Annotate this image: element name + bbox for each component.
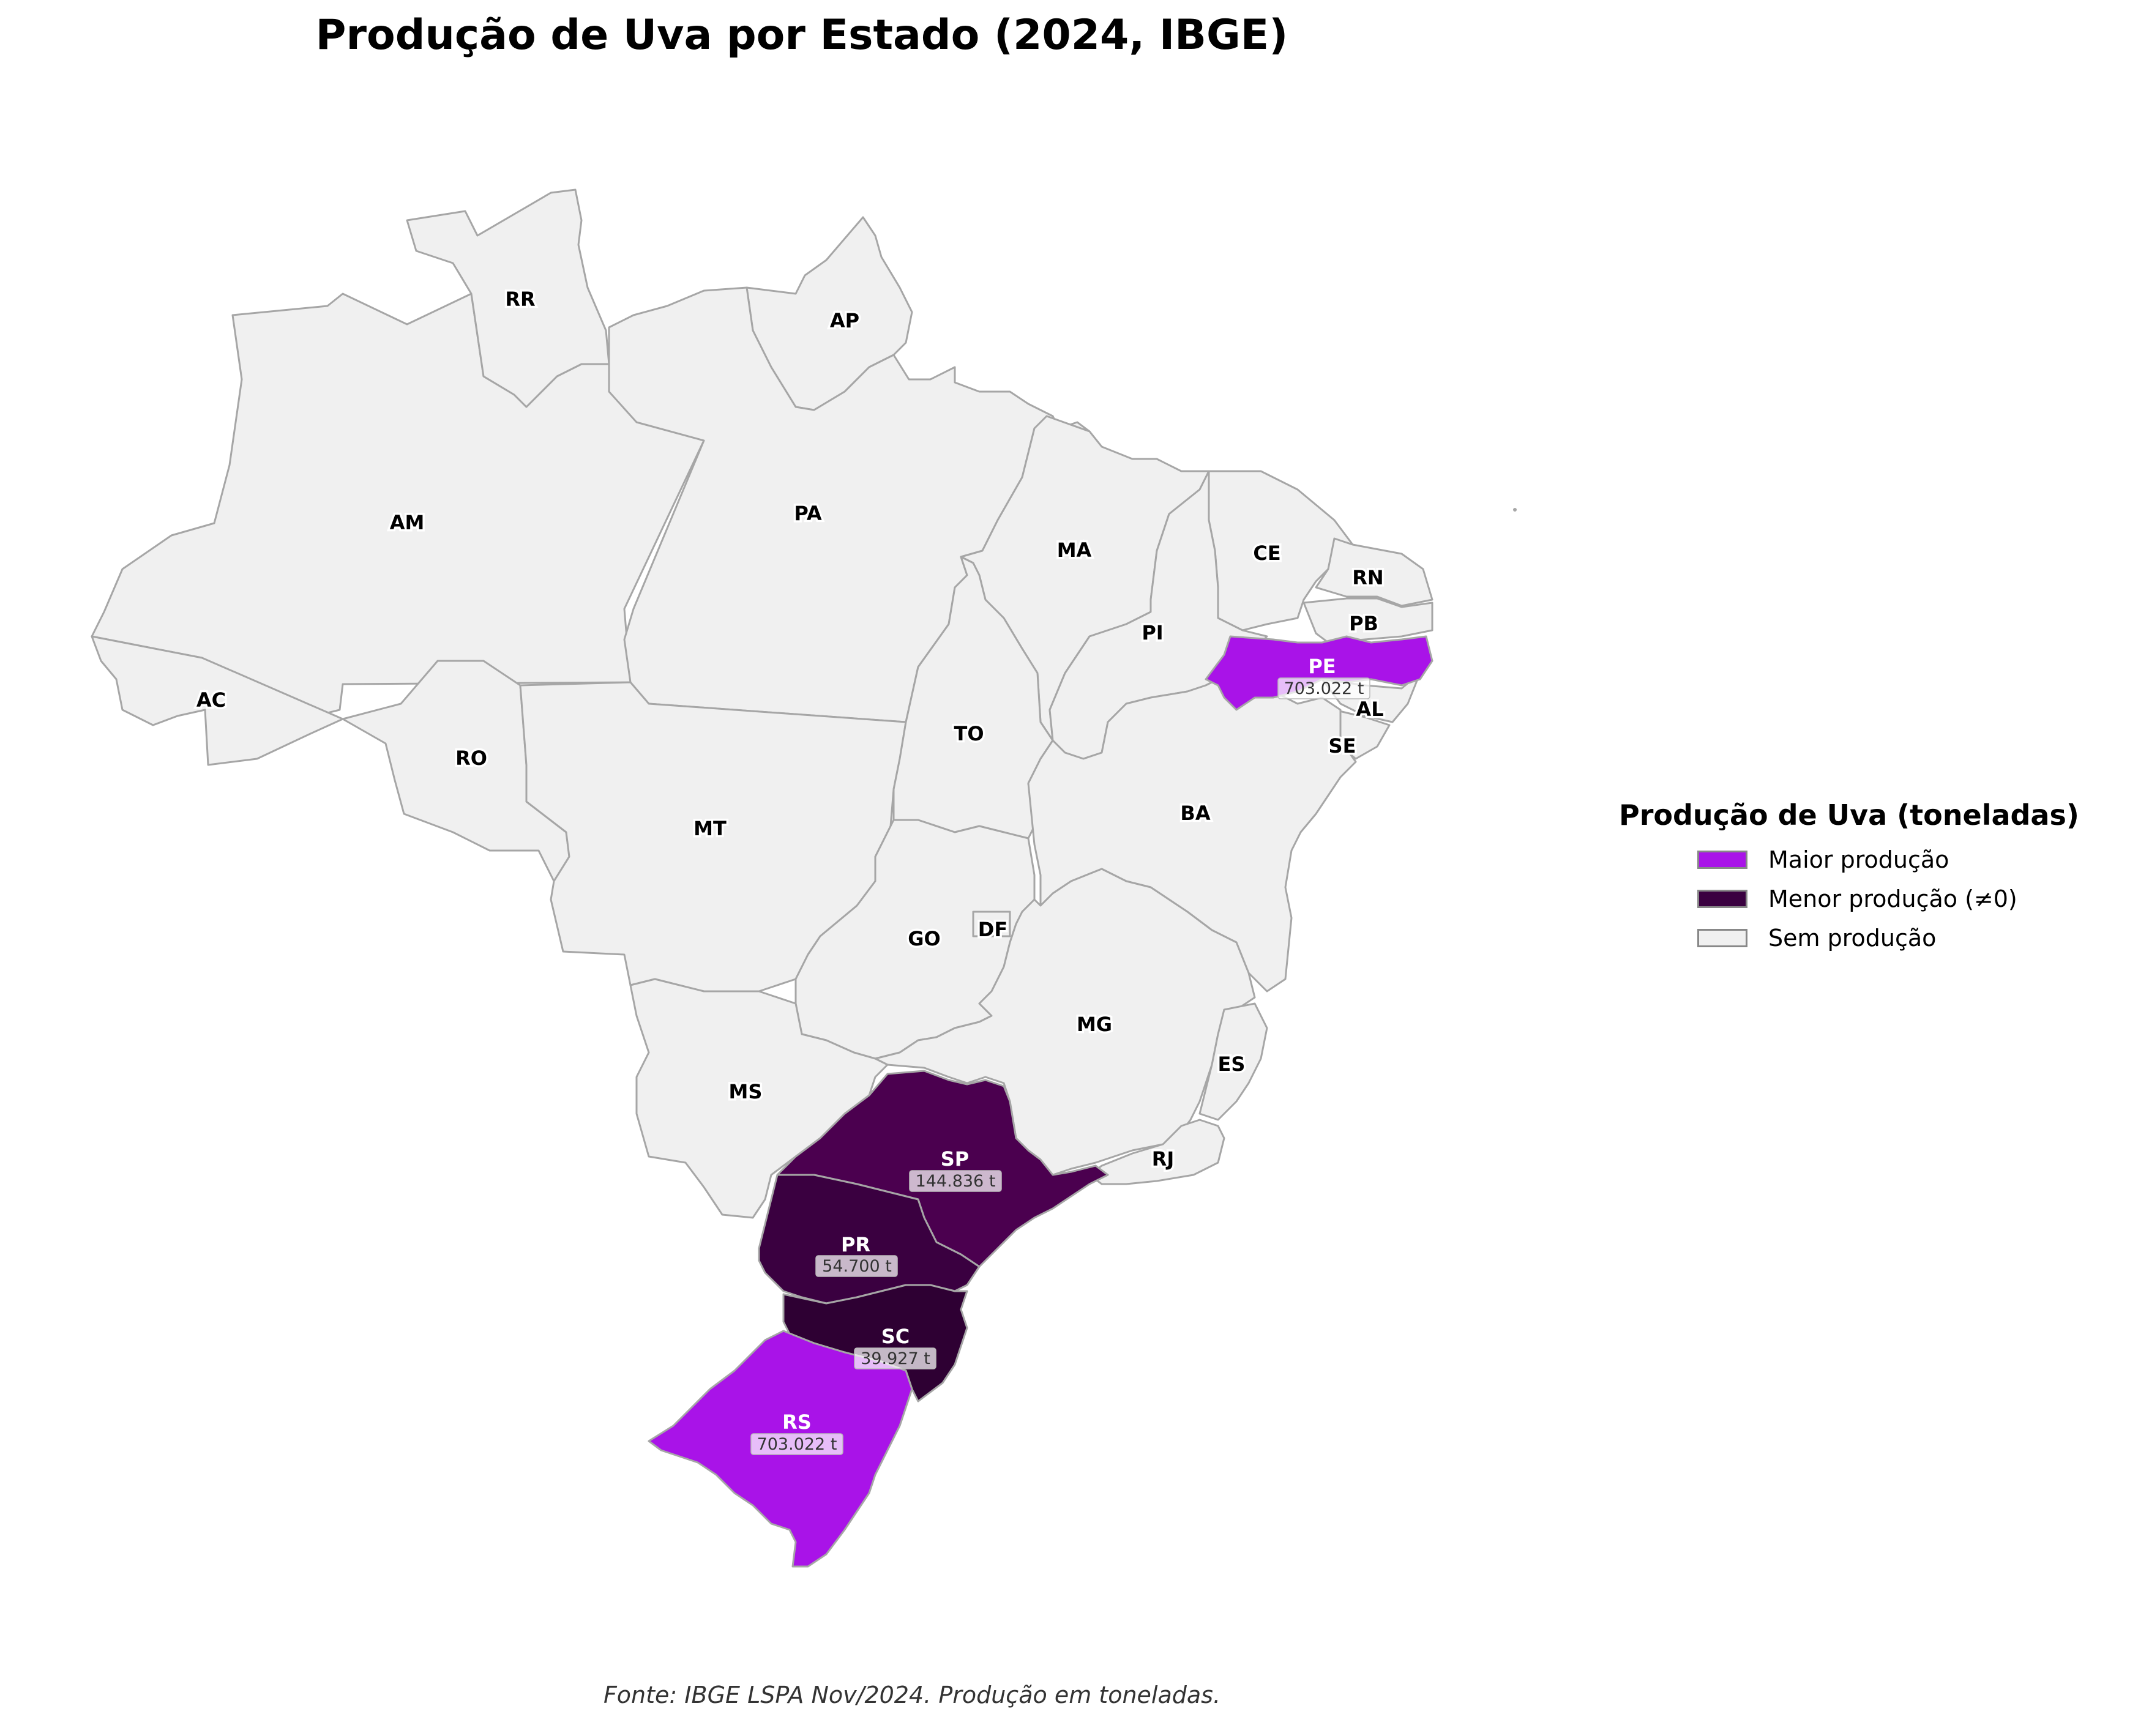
state-label-al: AL (1356, 698, 1383, 721)
state-shape-df[interactable] (972, 911, 1011, 937)
state-shape-es[interactable] (1198, 1002, 1268, 1121)
value-label-bg-pe (1277, 677, 1370, 699)
state-label-se: SE (1329, 734, 1356, 758)
state-label-rj: RJ (1152, 1147, 1175, 1171)
state-label-ce: CE (1253, 542, 1280, 565)
state-label-rn: RN (1352, 566, 1383, 589)
state-label-df: DF (978, 918, 1007, 941)
chart-title: Produção de Uva por Estado (2024, IBGE) (315, 11, 1288, 59)
value-label-rs: 703.022 t (757, 1435, 837, 1454)
state-label-pb: PB (1349, 612, 1378, 635)
value-label-pe: 703.022 t (1284, 679, 1364, 698)
state-label-mg: MG (1077, 1013, 1112, 1036)
legend-title: Produção de Uva (toneladas) (1619, 799, 2079, 832)
legend-item-min: Menor produção (≠0) (1619, 879, 2079, 918)
value-label-pr: 54.700 t (822, 1257, 892, 1276)
state-label-ma: MA (1057, 538, 1092, 562)
state-label-es: ES (1218, 1052, 1246, 1076)
state-label-ms: MS (729, 1080, 763, 1103)
value-label-bg-pr (815, 1255, 898, 1277)
state-label-rr: RR (505, 288, 535, 311)
legend-swatch-max (1697, 851, 1747, 869)
state-label-pa: PA (794, 502, 822, 525)
source-note: Fonte: IBGE LSPA Nov/2024. Produção em t… (603, 1682, 1221, 1708)
legend-item-max: Maior produção (1619, 840, 2079, 879)
state-label-ro: RO (455, 747, 487, 770)
state-label-ba: BA (1180, 802, 1210, 825)
legend-label-none: Sem produção (1768, 925, 1937, 952)
state-label-sp: SP (941, 1147, 970, 1171)
value-label-sc: 39.927 t (861, 1349, 930, 1368)
state-shape-pb[interactable] (1302, 597, 1433, 644)
state-label-ap: AP (830, 309, 859, 332)
state-shape-rn[interactable] (1315, 537, 1433, 607)
state-label-sc: SC (881, 1325, 910, 1348)
legend-swatch-none (1697, 929, 1747, 947)
legend-label-max: Maior produção (1768, 846, 1949, 873)
value-label-bg-rs (750, 1433, 843, 1455)
value-label-bg-sp (909, 1170, 1002, 1192)
state-label-am: AM (390, 511, 425, 534)
state-label-pr: PR (841, 1233, 870, 1256)
value-label-sp: 144.836 t (916, 1172, 996, 1191)
legend-label-min: Menor produção (≠0) (1768, 885, 2017, 912)
state-shape-rj[interactable] (1088, 1119, 1225, 1185)
state-label-ac: AC (196, 688, 226, 712)
state-shape-pe[interactable] (1205, 635, 1433, 711)
island-marker (1513, 508, 1517, 512)
legend-swatch-min (1697, 890, 1747, 908)
state-label-mt: MT (693, 817, 727, 840)
state-label-to: TO (954, 722, 984, 745)
state-label-pi: PI (1142, 621, 1163, 644)
legend-item-none: Sem produção (1619, 918, 2079, 958)
legend: Produção de Uva (toneladas) Maior produç… (1619, 799, 2079, 958)
state-label-pe: PE (1308, 655, 1336, 678)
state-label-rs: RS (782, 1410, 812, 1434)
state-label-go: GO (908, 927, 940, 950)
value-label-bg-sc (854, 1347, 936, 1369)
